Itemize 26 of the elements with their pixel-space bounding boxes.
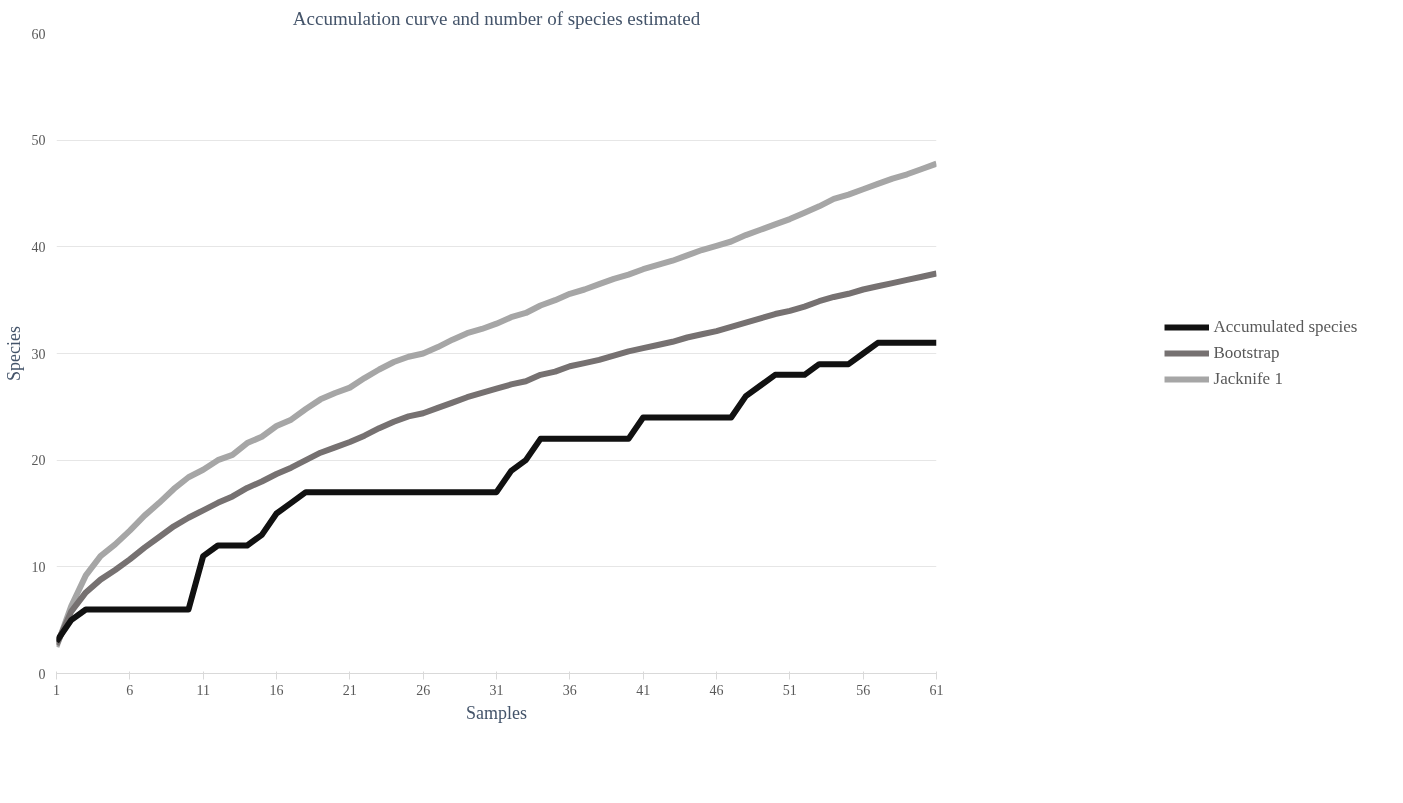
y-tick-label: 50 bbox=[31, 133, 46, 149]
x-axis-title: Samples bbox=[466, 702, 527, 723]
y-tick-label: 30 bbox=[31, 346, 46, 362]
x-tick-label: 21 bbox=[342, 682, 357, 698]
x-tick-label: 41 bbox=[636, 682, 651, 698]
y-axis-title: Species bbox=[3, 326, 24, 381]
x-tick-label: 11 bbox=[196, 682, 210, 698]
x-tick-label: 46 bbox=[709, 682, 724, 698]
legend-label: Bootstrap bbox=[1213, 343, 1280, 363]
x-tick-label: 56 bbox=[856, 682, 871, 698]
legend-label: Jacknife 1 bbox=[1213, 369, 1283, 389]
y-tick-label: 10 bbox=[31, 559, 46, 575]
x-tick-label: 26 bbox=[416, 682, 431, 698]
y-tick-label: 20 bbox=[31, 453, 46, 469]
x-tick-label: 31 bbox=[489, 682, 504, 698]
y-tick-label: 40 bbox=[31, 239, 46, 255]
x-tick-label: 36 bbox=[562, 682, 577, 698]
y-tick-label: 60 bbox=[31, 26, 46, 42]
x-tick-label: 16 bbox=[269, 682, 284, 698]
x-tick-label: 61 bbox=[929, 682, 944, 698]
x-tick-label: 51 bbox=[782, 682, 797, 698]
chart-title: Accumulation curve and number of species estimated bbox=[292, 7, 701, 29]
legend-label: Accumulated species bbox=[1213, 317, 1358, 337]
y-tick-label: 0 bbox=[38, 666, 46, 682]
x-tick-label: 1 bbox=[53, 682, 60, 698]
x-tick-label: 6 bbox=[126, 682, 134, 698]
